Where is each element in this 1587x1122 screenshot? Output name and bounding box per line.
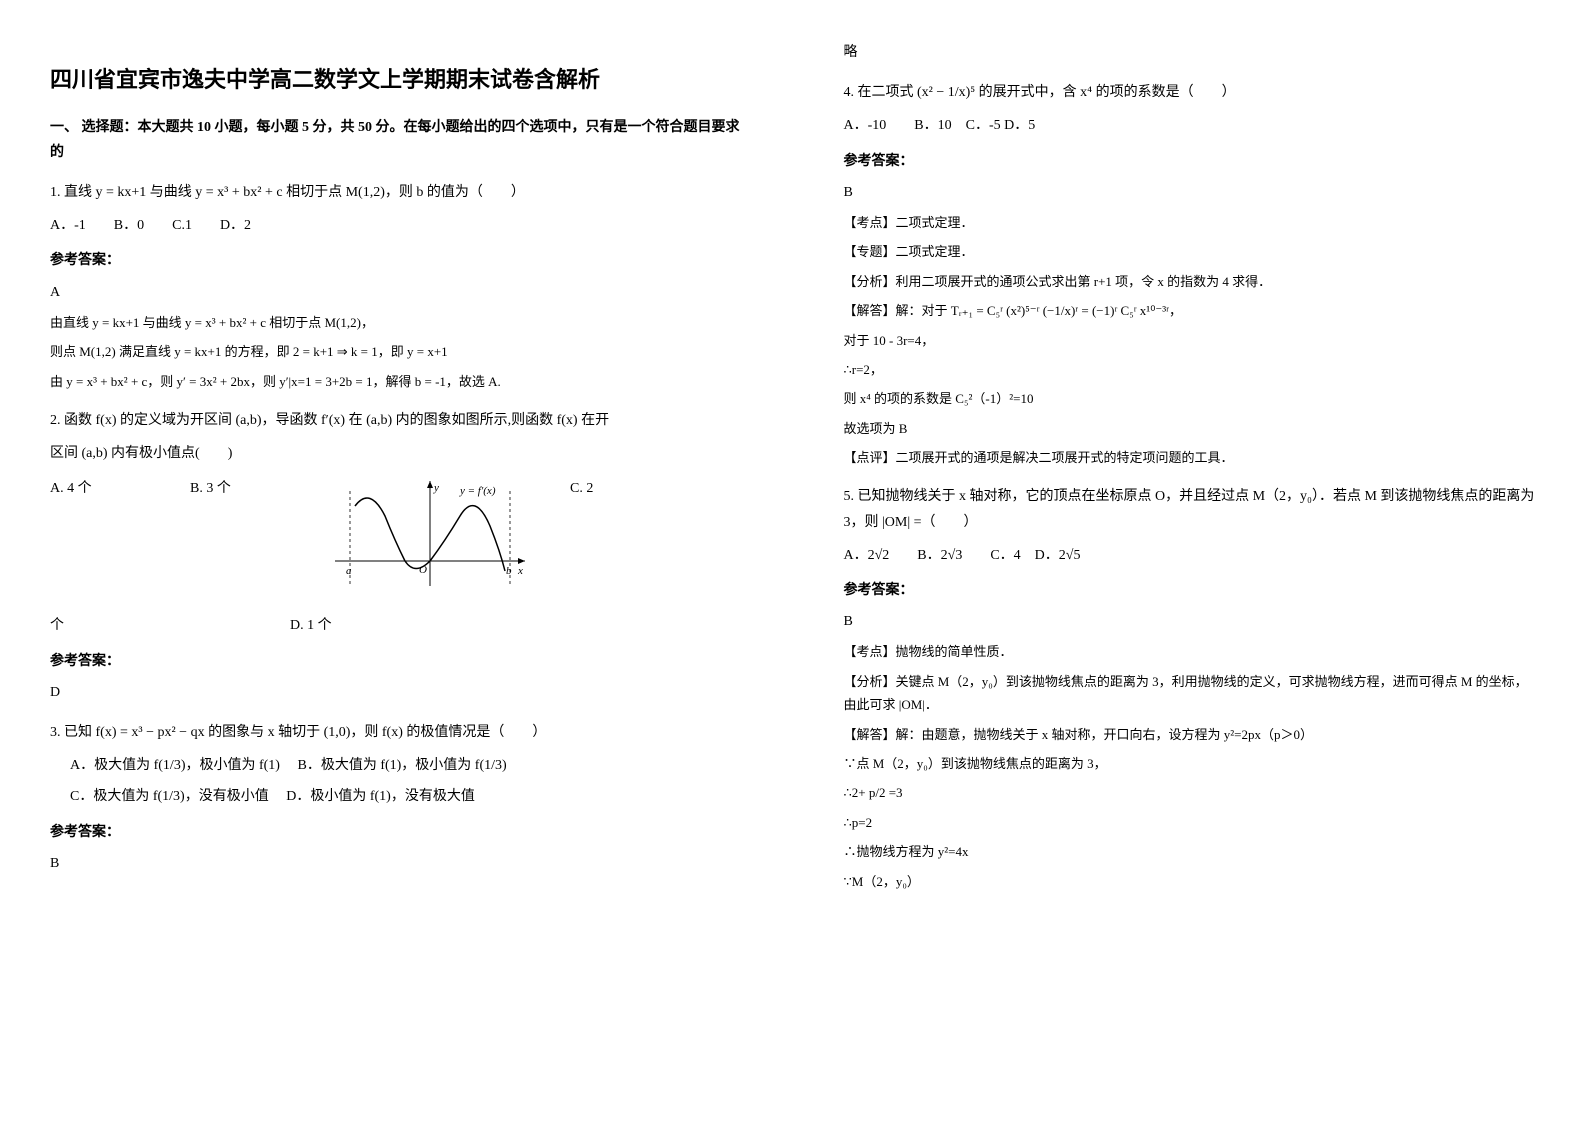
q3-opt-c: C．极大值为 f(1/3)，没有极小值 [70, 789, 269, 804]
origin-label: O [419, 564, 427, 576]
q5-stem: 5. 已知抛物线关于 x 轴对称，它的顶点在坐标原点 O，并且经过点 M（2，y… [844, 484, 1538, 534]
q5-answer: B [844, 609, 1538, 634]
q4-answer-label: 参考答案： [844, 149, 1538, 174]
q4-l5: 对于 10 - 3r=4， [844, 329, 1538, 352]
q3-answer-label: 参考答案： [50, 820, 744, 845]
q3-opt-d: D．极小值为 f(1)，没有极大值 [286, 789, 475, 804]
y-axis-label: y [433, 482, 439, 494]
q4-answer: B [844, 180, 1538, 205]
a-label: a [346, 565, 352, 577]
q3-opt-b: B．极大值为 f(1)，极小值为 f(1/3) [297, 758, 506, 773]
q3-opt-a: A．极大值为 f(1/3)，极小值为 f(1) [70, 758, 280, 773]
q5-l3: 【解答】解：由题意，抛物线关于 x 轴对称，开口向右，设方程为 y²=2px（p… [844, 723, 1538, 746]
q2-answer: D [50, 680, 744, 705]
derivative-graph: y y = f′(x) x a b O [330, 476, 530, 605]
q1-explain-3: 由 y = x³ + bx² + c，则 y′ = 3x² + 2bx，则 y′… [50, 370, 744, 393]
x-axis-label: x [517, 565, 523, 577]
q1-answer: A [50, 280, 744, 305]
q2-opt-a: A. 4 个 [50, 476, 170, 501]
q4-stem: 4. 在二项式 (x² − 1/x)⁵ 的展开式中，含 x⁴ 的项的系数是（ ） [844, 80, 1538, 105]
q5-l6: ∴p=2 [844, 811, 1538, 834]
q1-answer-label: 参考答案： [50, 248, 744, 273]
q4-l9: 【点评】二项展开式的通项是解决二项展开式的特定项问题的工具． [844, 446, 1538, 469]
q2-option-row2: 个 D. 1 个 [50, 613, 744, 638]
q3-answer: B [50, 851, 744, 876]
q1-explain-2: 则点 M(1,2) 满足直线 y = kx+1 的方程，即 2 = k+1 ⇒ … [50, 340, 744, 363]
q5-options: A．2√2 B．2√3 C．4 D．2√5 [844, 543, 1538, 568]
q1-stem: 1. 直线 y = kx+1 与曲线 y = x³ + bx² + c 相切于点… [50, 180, 744, 205]
q2-opt-c2: 个 [50, 613, 130, 638]
q3-opt-ab: A．极大值为 f(1/3)，极小值为 f(1) B．极大值为 f(1)，极小值为… [70, 753, 744, 778]
slightly: 略 [844, 40, 1538, 65]
b-label: b [506, 565, 512, 577]
q2-stem: 2. 函数 f(x) 的定义域为开区间 (a,b)，导函数 f′(x) 在 (a… [50, 408, 744, 433]
q5-l8: ∵M（2，y₀） [844, 870, 1538, 893]
q4-l1: 【考点】二项式定理． [844, 211, 1538, 234]
left-column: 四川省宜宾市逸夫中学高二数学文上学期期末试卷含解析 一、 选择题：本大题共 10… [0, 0, 794, 1122]
q5-l2: 【分析】关键点 M（2，y₀）到该抛物线焦点的距离为 3，利用抛物线的定义，可求… [844, 670, 1538, 717]
q4-l2: 【专题】二项式定理． [844, 240, 1538, 263]
curve-label: y = f′(x) [459, 485, 496, 497]
q2-stem2: 区间 (a,b) 内有极小值点( ) [50, 441, 744, 466]
q2-answer-label: 参考答案： [50, 649, 744, 674]
q5-answer-label: 参考答案： [844, 578, 1538, 603]
q5-l7: ∴抛物线方程为 y²=4x [844, 840, 1538, 863]
q3-stem: 3. 已知 f(x) = x³ − px² − qx 的图象与 x 轴切于 (1… [50, 720, 744, 745]
q4-options: A．-10 B．10 C．-5 D．5 [844, 113, 1538, 138]
q4-l3: 【分析】利用二项展开式的通项公式求出第 r+1 项，令 x 的指数为 4 求得． [844, 270, 1538, 293]
q3-opt-cd: C．极大值为 f(1/3)，没有极小值 D．极小值为 f(1)，没有极大值 [70, 784, 744, 809]
q2-opt-d: D. 1 个 [290, 613, 332, 638]
q4-l8: 故选项为 B [844, 417, 1538, 440]
q2-opt-c: C. 2 [570, 476, 593, 501]
q2-option-row1: A. 4 个 B. 3 个 y y = f′(x) x a b O C. 2 [50, 476, 744, 605]
page-title: 四川省宜宾市逸夫中学高二数学文上学期期末试卷含解析 [50, 60, 744, 100]
section-heading: 一、 选择题：本大题共 10 小题，每小题 5 分，共 50 分。在每小题给出的… [50, 115, 744, 165]
q1-explain-1: 由直线 y = kx+1 与曲线 y = x³ + bx² + c 相切于点 M… [50, 311, 744, 334]
q4-l7: 则 x⁴ 的项的系数是 C₅²（-1）²=10 [844, 387, 1538, 410]
q5-l5: ∴2+ p/2 =3 [844, 781, 1538, 804]
q4-l6: ∴r=2， [844, 358, 1538, 381]
q1-options: A．-1 B．0 C.1 D．2 [50, 213, 744, 238]
q4-l4: 【解答】解：对于 Tᵣ₊₁ = C₅ʳ (x²)⁵⁻ʳ (−1/x)ʳ = (−… [844, 299, 1538, 322]
right-column: 略 4. 在二项式 (x² − 1/x)⁵ 的展开式中，含 x⁴ 的项的系数是（… [794, 0, 1587, 1122]
q5-l1: 【考点】抛物线的简单性质． [844, 640, 1538, 663]
q2-opt-b: B. 3 个 [190, 476, 310, 501]
q5-l4: ∵点 M（2，y₀）到该抛物线焦点的距离为 3， [844, 752, 1538, 775]
